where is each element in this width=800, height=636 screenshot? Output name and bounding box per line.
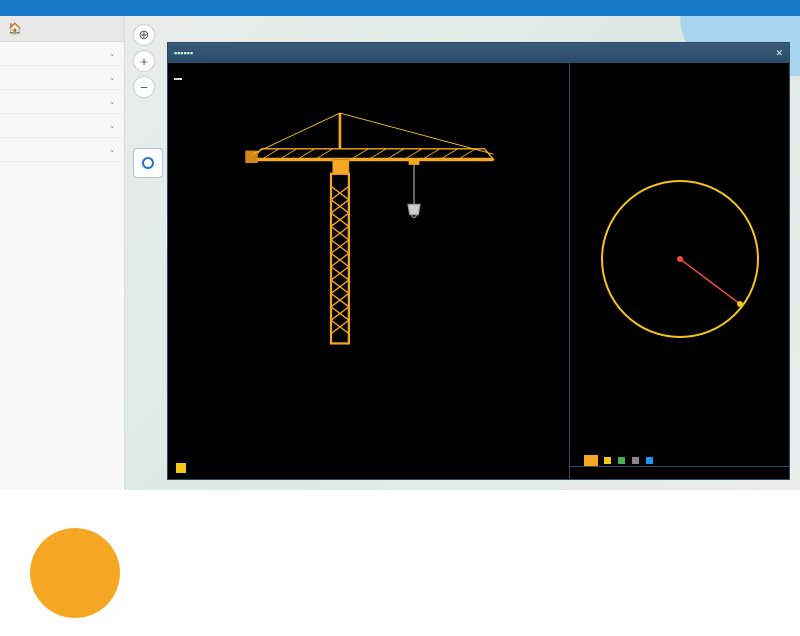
- alert-bar: [176, 463, 191, 473]
- promo-section: [0, 510, 800, 636]
- info-panel: [569, 63, 789, 479]
- sidebar-item-settings[interactable]: ⌄: [0, 138, 124, 162]
- crane-id-tag: [174, 78, 182, 80]
- full-extent-button[interactable]: ⊕: [133, 24, 155, 46]
- promo-badge: [30, 528, 120, 618]
- tab-construction[interactable]: [570, 455, 584, 466]
- sidebar-item-apply[interactable]: ⌄: [0, 42, 124, 66]
- crane-diagram: [174, 97, 563, 347]
- alert-icon: [176, 463, 186, 473]
- map-zoom-controls: ⊕ + −: [133, 24, 155, 98]
- app-header: [0, 0, 800, 16]
- gps-info: [178, 416, 186, 419]
- unit-info: [570, 467, 789, 479]
- modal-titlebar: ▪▪▪▪▪▪ ✕: [168, 43, 789, 63]
- zoom-out-button[interactable]: −: [133, 76, 155, 98]
- chevron-icon: ⌄: [108, 120, 116, 131]
- app-window: 🏠 ⌄ ⌄ ⌄ ⌄ ⌄: [0, 0, 800, 510]
- sidebar: 🏠 ⌄ ⌄ ⌄ ⌄ ⌄: [0, 16, 125, 490]
- sidebar-title: 🏠: [0, 16, 124, 42]
- sidebar-item-monitor[interactable]: ⌄: [0, 66, 124, 90]
- rotation-gauge: [570, 63, 789, 455]
- main-layout: 🏠 ⌄ ⌄ ⌄ ⌄ ⌄: [0, 16, 800, 490]
- chevron-icon: ⌄: [108, 144, 116, 155]
- zoom-in-button[interactable]: +: [133, 50, 155, 72]
- chevron-icon: ⌄: [108, 48, 116, 59]
- info-tabs: [570, 455, 789, 467]
- chevron-icon: ⌄: [108, 96, 116, 107]
- sidebar-item-stats[interactable]: ⌄: [0, 90, 124, 114]
- home-icon: 🏠: [8, 22, 22, 35]
- tab-property[interactable]: [584, 455, 598, 466]
- locate-button[interactable]: [133, 148, 163, 178]
- chevron-icon: ⌄: [108, 72, 116, 83]
- sidebar-item-data[interactable]: ⌄: [0, 114, 124, 138]
- map-content: ⊕ + − ▪▪▪▪▪▪ ✕: [125, 16, 800, 490]
- status-legend: [598, 455, 661, 466]
- locate-icon: [142, 157, 154, 169]
- close-icon[interactable]: ✕: [775, 48, 783, 59]
- modal-body: [168, 63, 789, 479]
- crane-detail-modal: ▪▪▪▪▪▪ ✕: [167, 42, 790, 480]
- crane-visual-panel: [168, 63, 569, 479]
- modal-title: ▪▪▪▪▪▪: [174, 48, 193, 58]
